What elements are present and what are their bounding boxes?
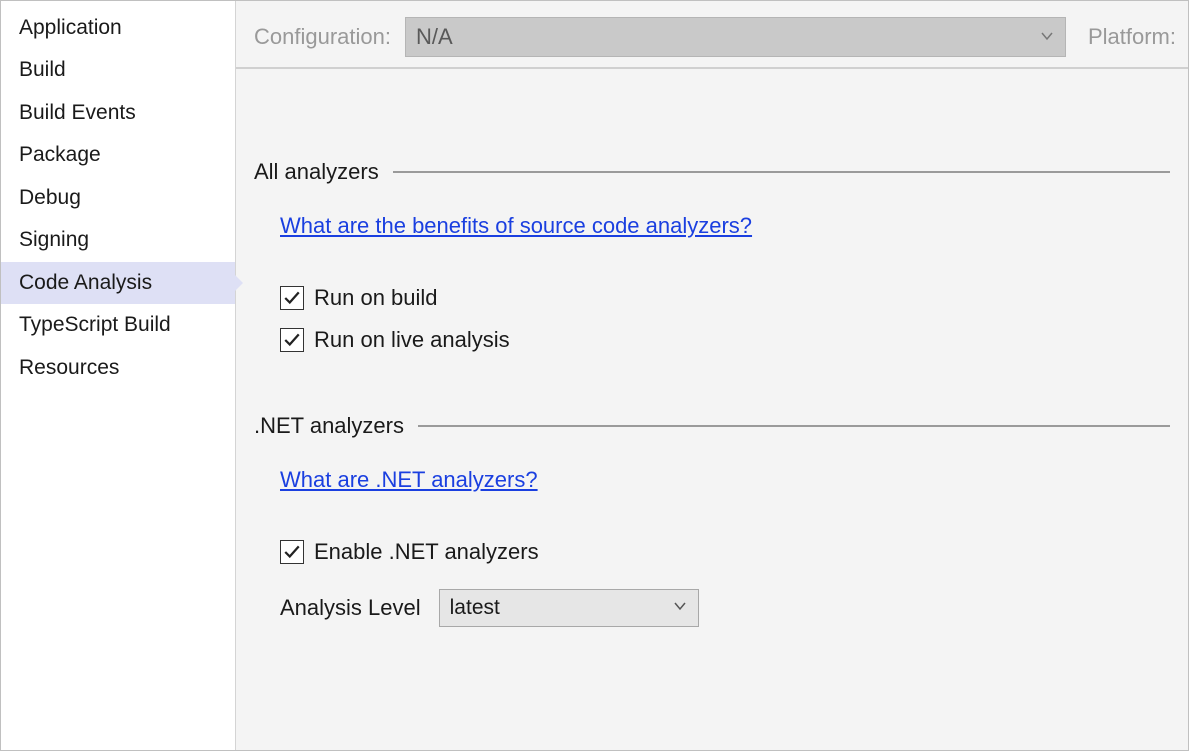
sidebar-item-package[interactable]: Package bbox=[1, 134, 235, 176]
chevron-down-icon bbox=[672, 596, 688, 620]
platform-label: Platform: bbox=[1080, 24, 1176, 50]
config-topbar: Configuration: N/A Platform: bbox=[236, 1, 1188, 69]
checkbox-enable-net-analyzers[interactable] bbox=[280, 540, 304, 564]
section-header-net-analyzers: .NET analyzers bbox=[254, 413, 1170, 439]
main-panel: Configuration: N/A Platform: All analyze… bbox=[235, 1, 1188, 750]
checkbox-row-run-on-live: Run on live analysis bbox=[280, 327, 1170, 353]
checkbox-run-on-live[interactable] bbox=[280, 328, 304, 352]
project-properties-sidebar: Application Build Build Events Package D… bbox=[1, 1, 235, 750]
checkbox-label-run-on-build: Run on build bbox=[314, 285, 438, 311]
section-header-all-analyzers: All analyzers bbox=[254, 159, 1170, 185]
section-title-net-analyzers: .NET analyzers bbox=[254, 413, 404, 439]
sidebar-item-typescript-build[interactable]: TypeScript Build bbox=[1, 304, 235, 346]
content-area: All analyzers What are the benefits of s… bbox=[236, 69, 1188, 627]
sidebar-item-build-events[interactable]: Build Events bbox=[1, 92, 235, 134]
sidebar-item-application[interactable]: Application bbox=[1, 7, 235, 49]
checkbox-label-run-on-live: Run on live analysis bbox=[314, 327, 510, 353]
checkbox-row-enable-net-analyzers: Enable .NET analyzers bbox=[280, 539, 1170, 565]
checkbox-label-enable-net-analyzers: Enable .NET analyzers bbox=[314, 539, 539, 565]
analysis-level-dropdown[interactable]: latest bbox=[439, 589, 699, 627]
section-rule bbox=[393, 171, 1170, 173]
sidebar-item-debug[interactable]: Debug bbox=[1, 177, 235, 219]
link-source-analyzers-benefits[interactable]: What are the benefits of source code ana… bbox=[280, 213, 752, 239]
sidebar-item-code-analysis[interactable]: Code Analysis bbox=[1, 262, 235, 304]
configuration-label: Configuration: bbox=[254, 24, 391, 50]
section-rule bbox=[418, 425, 1170, 427]
checkbox-run-on-build[interactable] bbox=[280, 286, 304, 310]
analysis-level-value: latest bbox=[450, 596, 500, 620]
section-title-all-analyzers: All analyzers bbox=[254, 159, 379, 185]
configuration-value: N/A bbox=[416, 24, 453, 50]
sidebar-item-signing[interactable]: Signing bbox=[1, 219, 235, 261]
analysis-level-label: Analysis Level bbox=[280, 595, 421, 621]
chevron-down-icon bbox=[1039, 24, 1055, 50]
link-what-are-net-analyzers[interactable]: What are .NET analyzers? bbox=[280, 467, 538, 493]
configuration-dropdown[interactable]: N/A bbox=[405, 17, 1066, 57]
checkbox-row-run-on-build: Run on build bbox=[280, 285, 1170, 311]
analysis-level-row: Analysis Level latest bbox=[280, 589, 1170, 627]
sidebar-item-build[interactable]: Build bbox=[1, 49, 235, 91]
sidebar-item-resources[interactable]: Resources bbox=[1, 347, 235, 389]
